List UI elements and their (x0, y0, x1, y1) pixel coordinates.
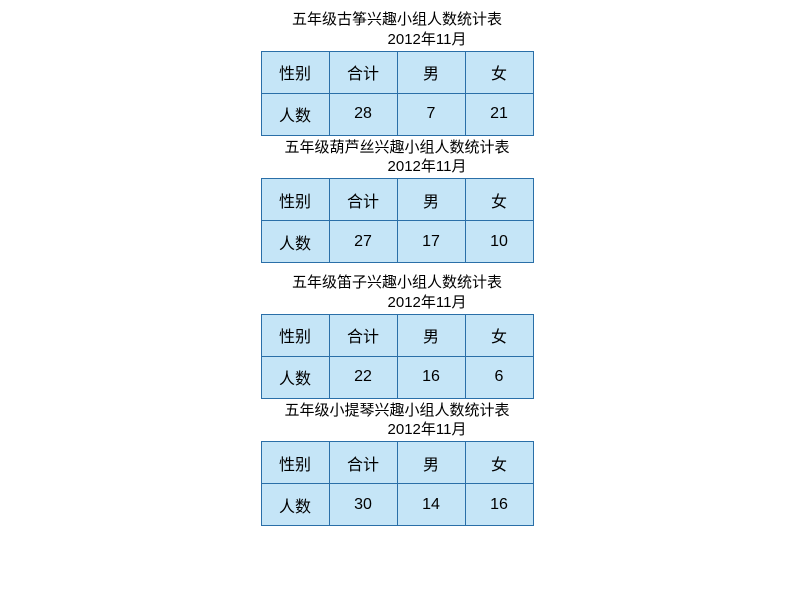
table-title: 五年级古筝兴趣小组人数统计表 (292, 10, 502, 30)
stats-table: 性别 合计 男 女 人数 28 7 21 (261, 51, 534, 136)
table-row: 人数 30 14 16 (261, 484, 533, 526)
header-cell: 女 (465, 314, 533, 356)
table-row: 性别 合计 男 女 (261, 442, 533, 484)
header-cell: 男 (397, 442, 465, 484)
table-block-hulusi: 五年级葫芦丝兴趣小组人数统计表 2012年11月 性别 合计 男 女 人数 27… (261, 138, 534, 264)
table-subtitle: 2012年11月 (328, 31, 467, 49)
table-row: 性别 合计 男 女 (261, 314, 533, 356)
header-cell: 性别 (261, 179, 329, 221)
data-cell: 16 (465, 484, 533, 526)
data-cell: 17 (397, 221, 465, 263)
header-cell: 合计 (329, 314, 397, 356)
data-cell: 人数 (261, 356, 329, 398)
table-row: 人数 28 7 21 (261, 93, 533, 135)
data-cell: 30 (329, 484, 397, 526)
table-title: 五年级笛子兴趣小组人数统计表 (292, 273, 502, 293)
data-cell: 22 (329, 356, 397, 398)
header-cell: 性别 (261, 51, 329, 93)
header-cell: 合计 (329, 442, 397, 484)
header-cell: 女 (465, 179, 533, 221)
header-cell: 男 (397, 314, 465, 356)
data-cell: 16 (397, 356, 465, 398)
table-subtitle: 2012年11月 (328, 158, 467, 176)
table-row: 性别 合计 男 女 (261, 51, 533, 93)
data-cell: 人数 (261, 221, 329, 263)
table-row: 人数 27 17 10 (261, 221, 533, 263)
header-cell: 男 (397, 179, 465, 221)
table-title: 五年级葫芦丝兴趣小组人数统计表 (284, 138, 509, 158)
data-cell: 7 (397, 93, 465, 135)
table-row: 人数 22 16 6 (261, 356, 533, 398)
header-cell: 合计 (329, 51, 397, 93)
data-cell: 6 (465, 356, 533, 398)
data-cell: 人数 (261, 93, 329, 135)
data-cell: 人数 (261, 484, 329, 526)
table-title: 五年级小提琴兴趣小组人数统计表 (284, 401, 509, 421)
header-cell: 男 (397, 51, 465, 93)
header-cell: 合计 (329, 179, 397, 221)
header-cell: 性别 (261, 314, 329, 356)
header-cell: 女 (465, 51, 533, 93)
table-block-guzheng: 五年级古筝兴趣小组人数统计表 2012年11月 性别 合计 男 女 人数 28 … (261, 10, 534, 136)
table-row: 性别 合计 男 女 (261, 179, 533, 221)
data-cell: 27 (329, 221, 397, 263)
data-cell: 28 (329, 93, 397, 135)
data-cell: 14 (397, 484, 465, 526)
stats-table: 性别 合计 男 女 人数 22 16 6 (261, 314, 534, 399)
table-subtitle: 2012年11月 (328, 294, 467, 312)
table-subtitle: 2012年11月 (328, 421, 467, 439)
table-block-violin: 五年级小提琴兴趣小组人数统计表 2012年11月 性别 合计 男 女 人数 30… (261, 401, 534, 527)
table-block-dizi: 五年级笛子兴趣小组人数统计表 2012年11月 性别 合计 男 女 人数 22 … (261, 273, 534, 399)
header-cell: 性别 (261, 442, 329, 484)
header-cell: 女 (465, 442, 533, 484)
stats-table: 性别 合计 男 女 人数 27 17 10 (261, 178, 534, 263)
data-cell: 10 (465, 221, 533, 263)
data-cell: 21 (465, 93, 533, 135)
stats-table: 性别 合计 男 女 人数 30 14 16 (261, 441, 534, 526)
